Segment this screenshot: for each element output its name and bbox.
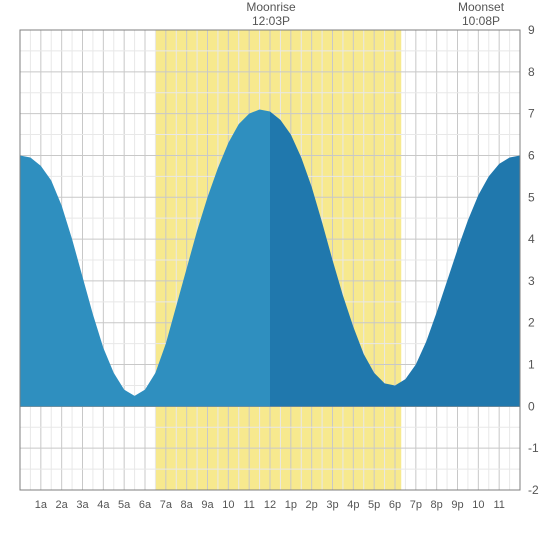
x-tick-label: 8a xyxy=(181,499,194,511)
x-tick-label: 3p xyxy=(326,499,338,511)
x-tick-label: 6a xyxy=(139,499,152,511)
x-tick-label: 8p xyxy=(431,499,443,511)
chart-svg: -2-101234567891a2a3a4a5a6a7a8a9a1011121p… xyxy=(0,0,550,550)
y-tick-label: -2 xyxy=(528,483,539,497)
x-tick-label: 2p xyxy=(306,499,318,511)
x-tick-label: 10 xyxy=(472,499,484,511)
x-tick-label: 6p xyxy=(389,499,401,511)
x-tick-label: 11 xyxy=(243,499,254,511)
tide-chart: Moonrise 12:03P Moonset 10:08P -2-101234… xyxy=(0,0,550,550)
x-tick-label: 10 xyxy=(222,499,234,511)
y-tick-label: 5 xyxy=(528,190,535,204)
moonrise-label: Moonrise 12:03P xyxy=(241,0,301,29)
x-tick-label: 4p xyxy=(347,499,359,511)
x-tick-label: 5p xyxy=(368,499,380,511)
x-tick-label: 7a xyxy=(160,499,173,511)
y-tick-label: 8 xyxy=(528,65,535,79)
x-tick-label: 4a xyxy=(97,499,110,511)
moonset-time: 10:08P xyxy=(451,14,511,28)
x-tick-label: 7p xyxy=(410,499,422,511)
y-tick-label: 1 xyxy=(528,358,535,372)
y-tick-label: 9 xyxy=(528,23,535,37)
x-tick-label: 1a xyxy=(35,499,48,511)
moonset-label: Moonset 10:08P xyxy=(451,0,511,29)
x-tick-label: 2a xyxy=(56,499,69,511)
y-tick-label: 6 xyxy=(528,148,535,162)
x-tick-label: 3a xyxy=(76,499,89,511)
x-tick-label: 12 xyxy=(264,499,276,511)
x-tick-label: 1p xyxy=(285,499,297,511)
x-tick-label: 11 xyxy=(493,499,504,511)
y-tick-label: 3 xyxy=(528,274,535,288)
y-tick-label: 7 xyxy=(528,107,535,121)
moonset-title: Moonset xyxy=(451,0,511,14)
x-tick-label: 9p xyxy=(451,499,463,511)
y-tick-label: 4 xyxy=(528,232,535,246)
y-tick-label: -1 xyxy=(528,441,539,455)
x-tick-label: 9a xyxy=(201,499,214,511)
moonrise-time: 12:03P xyxy=(241,14,301,28)
y-tick-label: 2 xyxy=(528,316,535,330)
y-tick-label: 0 xyxy=(528,399,535,413)
moonrise-title: Moonrise xyxy=(241,0,301,14)
x-tick-label: 5a xyxy=(118,499,131,511)
